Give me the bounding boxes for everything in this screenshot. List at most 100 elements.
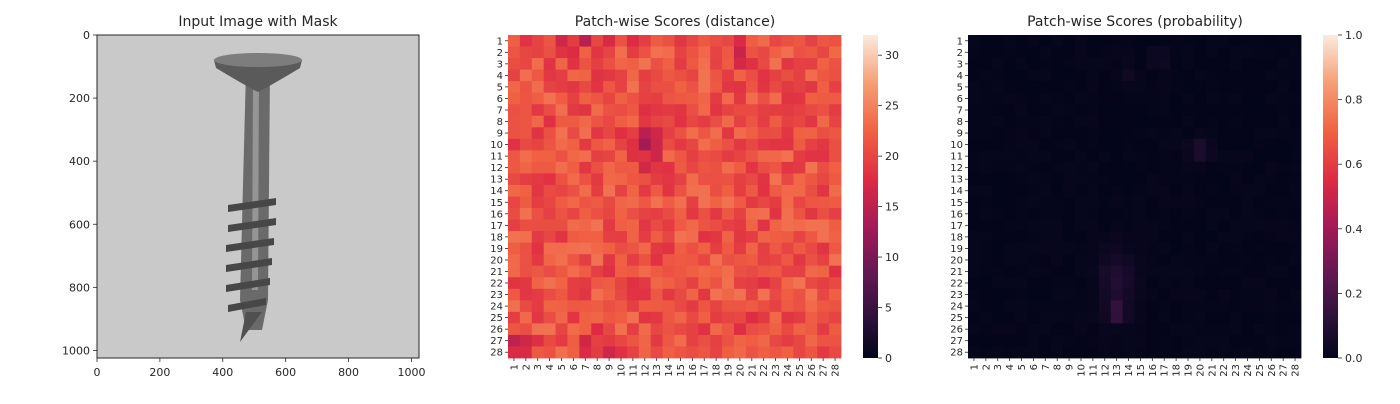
heatmap-cell (603, 58, 616, 71)
heatmap-cell (1217, 35, 1231, 47)
heatmap-cell (829, 104, 842, 117)
heatmap-cell (1158, 150, 1171, 163)
heatmap-cell (757, 300, 771, 313)
heatmap-cell (686, 35, 699, 47)
heatmap-cell (1098, 92, 1112, 105)
heatmap-cell (543, 138, 556, 151)
y-tick-label: 4 (957, 71, 963, 82)
heatmap-cell (1015, 346, 1028, 359)
heatmap-cell (1277, 69, 1290, 82)
heatmap-cell (817, 92, 830, 105)
heatmap-cell (1134, 219, 1147, 232)
heatmap-cell (1217, 69, 1231, 82)
heatmap-cell (1277, 277, 1290, 290)
heatmap-cell (710, 150, 723, 163)
heatmap-cell (686, 208, 699, 220)
heatmap-cell (979, 277, 993, 290)
heatmap-cell (1265, 184, 1278, 197)
heatmap-cell (1110, 265, 1123, 278)
heatmap-cell (1075, 208, 1088, 220)
heatmap-cell (1182, 104, 1195, 117)
heatmap-cell (1110, 231, 1123, 244)
heatmap-cell (1110, 346, 1123, 359)
heatmap-cell (698, 81, 711, 94)
heatmap-cell (1205, 150, 1219, 163)
heatmap-cell (1253, 46, 1266, 59)
colorbar-tick-label: 1.0 (1345, 29, 1363, 42)
heatmap-cell (1146, 346, 1159, 359)
heatmap-cell (615, 323, 628, 336)
heatmap-cell (1229, 277, 1242, 290)
heatmap-cell (1289, 254, 1302, 267)
heatmap-cell (1110, 173, 1123, 186)
heatmap-cell (829, 35, 842, 47)
heatmap-cell (979, 254, 993, 267)
heatmap-cell (1027, 173, 1040, 186)
heatmap-cell (626, 150, 640, 163)
heatmap-cell (1170, 242, 1183, 255)
heatmap-cell (805, 311, 818, 324)
heatmap-cell (745, 173, 759, 186)
heatmap-cell (1039, 311, 1052, 324)
heatmap-cell (1063, 138, 1076, 151)
heatmap-cell (781, 81, 794, 94)
x-tick-label: 8 (1053, 364, 1064, 370)
heatmap-cell (626, 115, 640, 128)
heatmap-cell (733, 35, 747, 47)
heatmap-cell (1015, 242, 1028, 255)
heatmap-cell (626, 277, 640, 290)
heatmap-cell (1063, 69, 1076, 82)
heatmap-cell (579, 208, 592, 220)
heatmap-cell (1051, 300, 1064, 313)
heatmap-cell (519, 150, 533, 163)
heatmap-cell (968, 69, 981, 82)
heatmap-cell (1003, 277, 1016, 290)
heatmap-cell (626, 219, 640, 232)
heatmap-cell (968, 184, 981, 197)
heatmap-cell (1229, 104, 1242, 117)
heatmap-cell (1051, 58, 1064, 71)
heatmap-cell (603, 127, 616, 140)
heatmap-cell (674, 161, 687, 174)
heatmap-cell (805, 334, 818, 347)
heatmap-cell (817, 104, 830, 117)
heatmap-cell (1075, 138, 1088, 151)
heatmap-cell (1158, 254, 1171, 267)
heatmap-cell (579, 184, 592, 197)
heatmap-cell (733, 208, 747, 220)
heatmap-cell (686, 311, 699, 324)
heatmap-cell (817, 346, 830, 359)
heatmap-cell (1158, 346, 1171, 359)
heatmap-cell (793, 161, 806, 174)
heatmap-cell (757, 288, 771, 301)
heatmap-cell (555, 346, 568, 359)
heatmap-cell (1003, 265, 1016, 278)
heatmap-cell (1075, 288, 1088, 301)
heatmap-cell (1122, 173, 1135, 186)
heatmap-cell (579, 127, 592, 140)
heatmap-cell (1027, 334, 1040, 347)
y-tick-label: 21 (950, 267, 963, 278)
heatmap-cell (1193, 219, 1207, 232)
heatmap-cell (757, 81, 771, 94)
heatmap-cell (1205, 334, 1219, 347)
heatmap-cell (1110, 161, 1123, 174)
heatmap-cell (1003, 46, 1016, 59)
heatmap-cell (745, 150, 759, 163)
heatmap-cell (519, 196, 533, 209)
x-tick-label: 26 (807, 364, 818, 377)
heatmap-cell (757, 58, 771, 71)
heatmap-cell (508, 300, 521, 313)
heatmap-cell (722, 81, 735, 94)
heatmap-cell (650, 92, 663, 105)
x-tick-label: 28 (1291, 364, 1302, 377)
heatmap-cell (1146, 184, 1159, 197)
heatmap-cell (603, 254, 616, 267)
heatmap-cell (1134, 323, 1147, 336)
heatmap-cell (1182, 81, 1195, 94)
heatmap-cell (1039, 184, 1052, 197)
x-tick-label: 21 (1207, 364, 1218, 377)
x-tick-label: 15 (1136, 364, 1147, 377)
heatmap-cell (1027, 242, 1040, 255)
